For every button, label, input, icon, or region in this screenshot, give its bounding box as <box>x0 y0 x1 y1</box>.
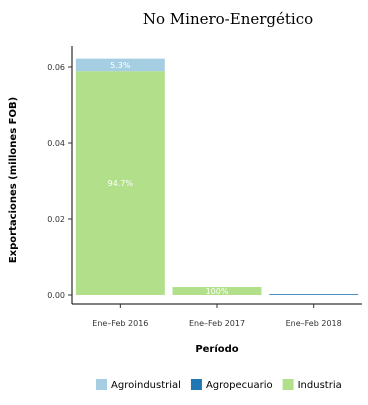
legend-swatch-industria <box>282 379 294 390</box>
legend-swatch-agroindustrial <box>96 379 107 390</box>
x-tick-label: Ene–Feb 2016 <box>92 319 148 328</box>
x-axis: Ene–Feb 2016 Ene–Feb 2017 Ene–Feb 2018 <box>72 303 362 328</box>
legend: Agroindustrial Agropecuario Industria <box>96 379 342 391</box>
legend-label: Agropecuario <box>206 380 273 391</box>
legend-swatch-agropecuario <box>190 379 202 390</box>
data-label: 5.3% <box>110 61 131 70</box>
y-tick-label: 0.00 <box>47 291 65 300</box>
bar-agroindustrial <box>75 58 165 72</box>
legend-label: Agroindustrial <box>111 380 181 391</box>
y-tick-label: 0.02 <box>47 215 65 224</box>
bar-labels: 94.7% 5.3% 100% <box>108 61 229 296</box>
y-tick-label: 0.04 <box>47 139 65 148</box>
bar-agropecuario <box>269 294 359 295</box>
chart-title: No Minero-Energético <box>143 10 313 28</box>
bar-industria <box>75 71 165 296</box>
y-tick-label: 0.06 <box>47 63 65 72</box>
x-axis-title: Período <box>195 343 238 355</box>
data-label: 94.7% <box>108 179 134 188</box>
data-label: 100% <box>206 287 229 296</box>
bar-industria <box>172 287 262 295</box>
y-axis-title: Exportaciones (millones FOB) <box>8 97 19 263</box>
x-tick-label: Ene–Feb 2018 <box>286 319 342 328</box>
bars <box>75 58 359 296</box>
y-axis: 0.00 0.02 0.04 0.06 <box>47 46 73 304</box>
x-tick-label: Ene–Feb 2017 <box>189 319 245 328</box>
legend-label: Industria <box>298 380 342 391</box>
